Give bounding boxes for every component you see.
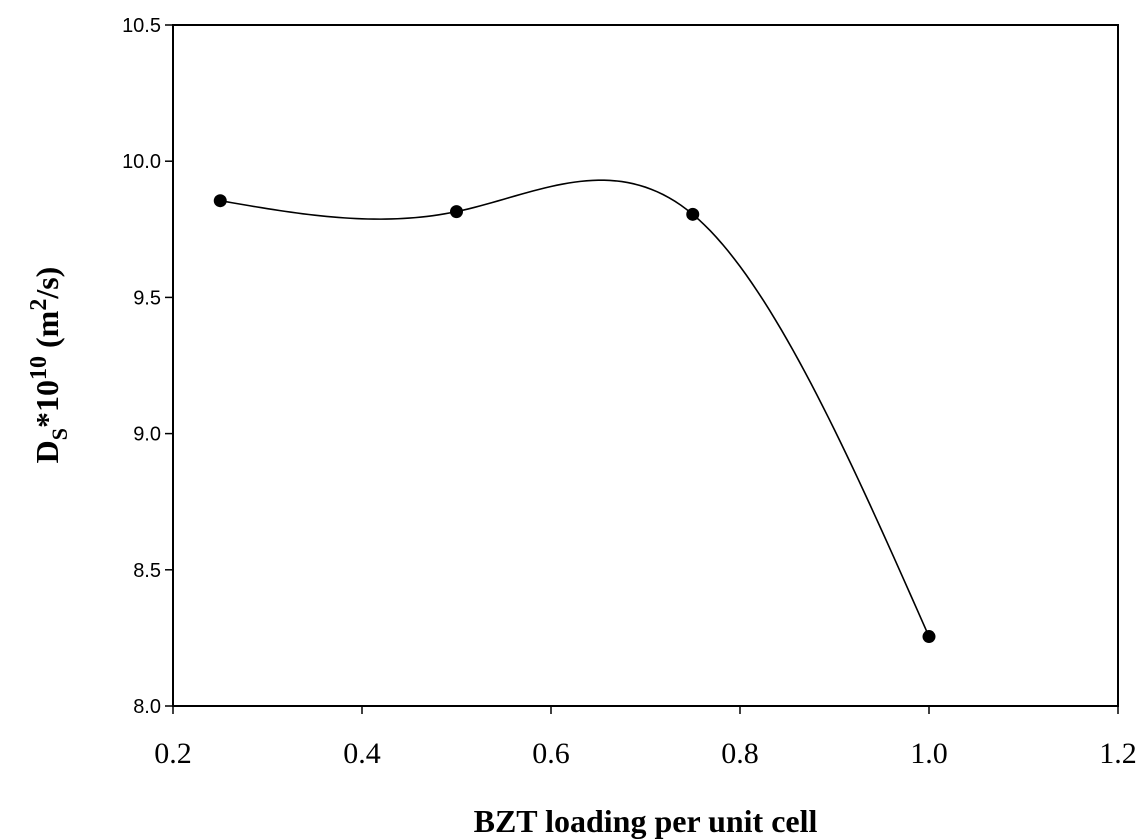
data-point bbox=[686, 207, 700, 221]
data-point bbox=[213, 194, 227, 208]
data-point bbox=[450, 205, 463, 219]
x-axis-ticks: 0.2 0.4 0.6 0.8 1.0 1.2 bbox=[154, 706, 1137, 770]
y-tick-label: 10.0 bbox=[122, 151, 161, 173]
series-line bbox=[220, 179, 930, 637]
x-tick-label: 0.2 bbox=[154, 737, 192, 770]
data-points bbox=[213, 194, 936, 644]
plot-frame bbox=[172, 24, 1119, 707]
data-point bbox=[922, 630, 936, 644]
x-tick-label: 0.4 bbox=[343, 737, 381, 770]
x-tick-label: 0.8 bbox=[721, 737, 759, 770]
x-tick-label: 1.0 bbox=[910, 737, 948, 770]
y-tick-label: 9.0 bbox=[133, 424, 161, 446]
x-axis-label: BZT loading per unit cell bbox=[474, 803, 818, 839]
y-axis-ticks: 8.0 8.5 9.0 9.5 10.0 10.5 bbox=[122, 15, 173, 718]
y-tick-label: 9.5 bbox=[133, 287, 161, 309]
x-tick-label: 1.2 bbox=[1099, 737, 1137, 770]
y-axis-label: DS*1010 (m2/s) bbox=[26, 267, 72, 464]
y-tick-label: 10.5 bbox=[122, 15, 161, 37]
y-tick-label: 8.0 bbox=[133, 696, 161, 718]
x-tick-label: 0.6 bbox=[532, 737, 570, 770]
y-tick-label: 8.5 bbox=[133, 560, 161, 582]
